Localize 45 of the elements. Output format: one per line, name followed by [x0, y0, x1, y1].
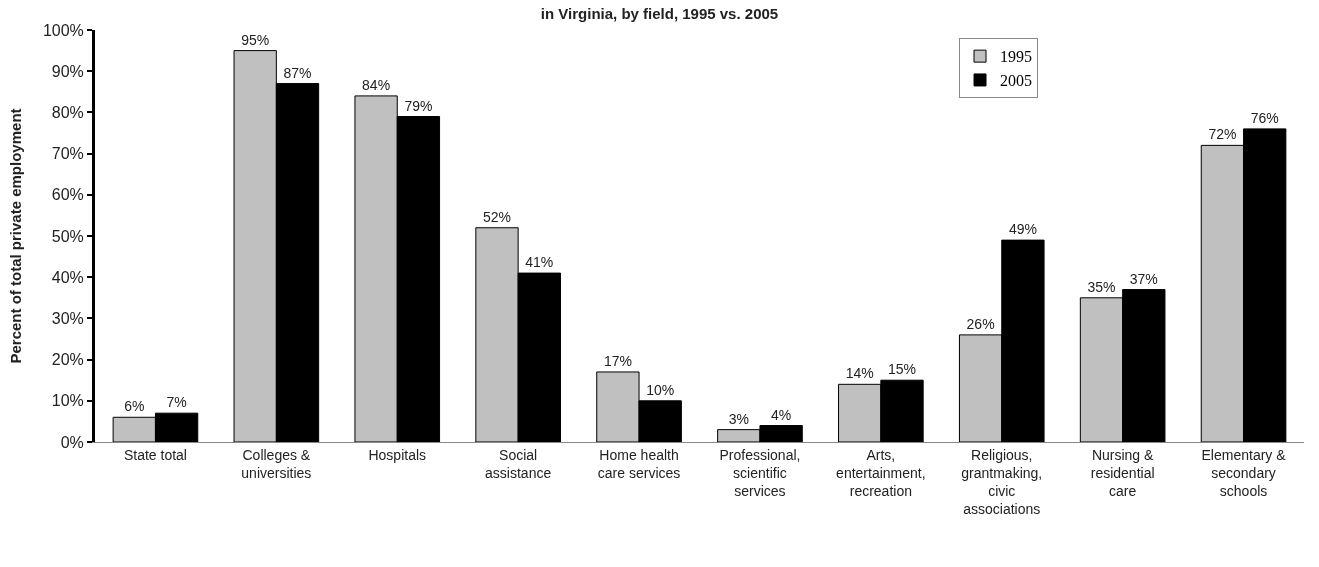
x-tick-label: Arts, entertainment, recreation: [836, 446, 926, 500]
y-tick-label: 0%: [60, 433, 84, 451]
data-label: 26%: [966, 315, 995, 332]
data-label: 87%: [283, 64, 312, 81]
data-label: 72%: [1208, 126, 1237, 143]
data-label: 76%: [1250, 109, 1279, 126]
y-axis-title: Percent of total private employment: [7, 108, 25, 364]
x-tick-label: State total: [123, 446, 187, 463]
data-label: 37%: [1129, 270, 1158, 287]
x-tick-label: Hospitals: [368, 446, 427, 463]
data-label: 4%: [770, 406, 792, 423]
x-tick-label: Home health care services: [597, 446, 681, 481]
data-label: 79%: [404, 97, 433, 114]
data-label: 15%: [887, 361, 917, 378]
data-label: 7%: [166, 394, 187, 411]
y-tick-label: 50%: [51, 227, 84, 245]
data-label: 49%: [1008, 221, 1037, 238]
y-tick-label: 80%: [51, 104, 84, 121]
legend-label: 1995: [1000, 48, 1033, 66]
x-tick-label: Nursing & residential care: [1090, 446, 1155, 500]
data-label: 14%: [845, 365, 874, 382]
chart-title: in Virginia, by field, 1995 vs. 2005: [540, 5, 779, 23]
y-tick-label: 70%: [51, 145, 84, 163]
y-tick-label: 40%: [51, 268, 84, 286]
data-label: 41%: [525, 254, 554, 271]
x-tick-label: Elementary & secondary schools: [1201, 446, 1287, 500]
data-label: 17%: [603, 352, 632, 369]
x-tick-label: Professional, scientific services: [719, 446, 801, 500]
data-label: 95%: [241, 31, 270, 48]
x-tick-label: Religious, grantmaking, civic associations: [961, 446, 1043, 518]
y-tick-label: 10%: [51, 392, 84, 410]
data-label: 3%: [728, 410, 749, 427]
data-label: 35%: [1087, 278, 1116, 295]
data-label: 52%: [482, 208, 512, 225]
y-tick-label: 90%: [51, 62, 84, 80]
data-label: 84%: [362, 76, 391, 93]
data-label: 10%: [646, 381, 675, 398]
data-label: 6%: [124, 398, 145, 415]
legend-label: 2005: [1000, 72, 1033, 90]
y-tick-label: 20%: [51, 351, 84, 369]
y-tick-label: 30%: [51, 310, 84, 327]
y-tick-label: 60%: [51, 186, 84, 204]
x-tick-label: Colleges & universities: [241, 446, 312, 481]
x-tick-label: Social assistance: [485, 446, 552, 481]
y-tick-label: 100%: [42, 21, 84, 39]
